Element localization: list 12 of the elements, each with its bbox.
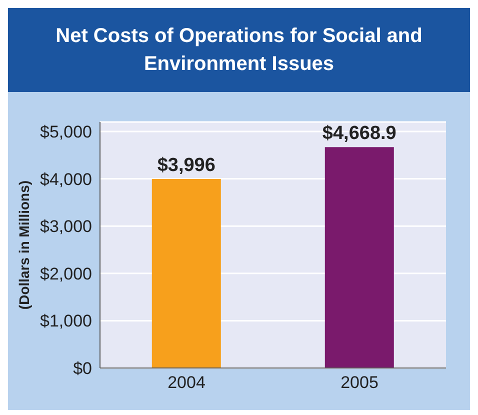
data-label: $3,996 [157,154,216,176]
data-label: $4,668.9 [322,123,396,144]
y-tick-label: $4,000 [40,170,92,189]
x-tick-label: 2005 [340,373,378,392]
y-tick-label: $3,000 [40,217,92,236]
y-tick-label: $5,000 [40,122,92,142]
chart-title: Net Costs of Operations for Social and Environment Issues [8,8,470,92]
y-tick-label: $0 [73,359,92,378]
x-tick-label: 2004 [168,373,206,392]
y-tick-label: $2,000 [40,264,92,284]
y-tick-label: $1,000 [40,312,92,331]
y-axis-title: (Dollars in Millions) [16,180,32,310]
